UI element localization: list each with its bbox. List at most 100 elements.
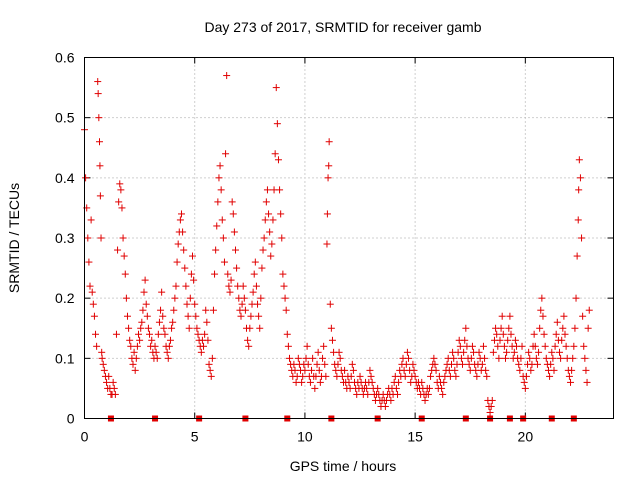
- data-point: [212, 246, 220, 254]
- data-point: [494, 342, 502, 350]
- data-point: [374, 384, 382, 392]
- data-point: [237, 312, 245, 320]
- data-point: [109, 378, 117, 386]
- data-point: [241, 306, 249, 314]
- data-point: [496, 336, 504, 344]
- data-point: [255, 312, 263, 320]
- data-point: [580, 342, 588, 350]
- data-point: [158, 288, 166, 296]
- data-point: [95, 138, 103, 146]
- data-point: [249, 288, 257, 296]
- data-point: [467, 354, 475, 362]
- data-point: [522, 372, 530, 380]
- data-point: [323, 210, 331, 218]
- data-point: [222, 150, 230, 158]
- data-point: [170, 306, 178, 314]
- y-tick-label: 0.6: [55, 50, 75, 66]
- data-point: [225, 282, 233, 290]
- data-point: [231, 246, 239, 254]
- data-point: [123, 312, 131, 320]
- data-point: [233, 264, 241, 272]
- data-point: [163, 348, 171, 356]
- data-point: [119, 234, 127, 242]
- data-point: [571, 324, 579, 332]
- data-point: [473, 372, 481, 380]
- data-point: [263, 186, 271, 194]
- data-point: [546, 372, 554, 380]
- data-point: [493, 330, 501, 338]
- data-point: [177, 210, 185, 218]
- data-point: [558, 336, 566, 344]
- data-point: [325, 162, 333, 170]
- data-point: [381, 402, 389, 410]
- data-point: [203, 318, 211, 326]
- chart-title: Day 273 of 2017, SRMTID for receiver gam…: [204, 19, 481, 35]
- y-tick-label: 0.4: [55, 170, 75, 186]
- data-point: [279, 270, 287, 278]
- data-point: [260, 234, 268, 242]
- data-point: [500, 342, 508, 350]
- data-point: [230, 228, 238, 236]
- data-point: [273, 120, 281, 128]
- data-point: [238, 300, 246, 308]
- data-point: [475, 348, 483, 356]
- data-point: [574, 216, 582, 224]
- data-point: [335, 348, 343, 356]
- data-point: [560, 312, 568, 320]
- data-point: [483, 372, 491, 380]
- data-point: [133, 342, 141, 350]
- data-point: [576, 174, 584, 182]
- data-point: [151, 342, 159, 350]
- x-tick-label: 0: [81, 429, 89, 445]
- data-point: [315, 366, 323, 374]
- data-point: [256, 324, 264, 332]
- data-point: [573, 252, 581, 260]
- data-point: [575, 186, 583, 194]
- data-point: [90, 312, 98, 320]
- data-point: [129, 360, 137, 368]
- data-point: [532, 354, 540, 362]
- data-point: [479, 342, 487, 350]
- data-point: [562, 342, 570, 350]
- data-point: [547, 360, 555, 368]
- data-point: [224, 270, 232, 278]
- data-point: [497, 324, 505, 332]
- y-tick-label: 0.2: [55, 290, 75, 306]
- data-point: [311, 384, 319, 392]
- data-point: [148, 336, 156, 344]
- data-point: [97, 234, 105, 242]
- data-point: [111, 390, 119, 398]
- data-point: [427, 372, 435, 380]
- data-point: [205, 360, 213, 368]
- data-point: [314, 348, 322, 356]
- data-point: [506, 312, 514, 320]
- data-point: [179, 228, 187, 236]
- data-point: [172, 282, 180, 290]
- data-point: [277, 210, 285, 218]
- data-point: [126, 336, 134, 344]
- data-point: [570, 342, 578, 350]
- data-point: [121, 270, 129, 278]
- data-point: [209, 306, 217, 314]
- data-point: [533, 360, 541, 368]
- data-point: [451, 366, 459, 374]
- data-point: [421, 396, 429, 404]
- data-point: [215, 174, 223, 182]
- data-point: [409, 360, 417, 368]
- data-point: [548, 348, 556, 356]
- data-point: [313, 360, 321, 368]
- data-point: [552, 330, 560, 338]
- data-point: [135, 330, 143, 338]
- data-point: [143, 312, 151, 320]
- data-point: [157, 306, 165, 314]
- data-point: [501, 354, 509, 362]
- data-point: [511, 336, 519, 344]
- data-point: [250, 270, 258, 278]
- data-point: [401, 372, 409, 380]
- x-tick-label: 10: [297, 429, 313, 445]
- data-point: [539, 312, 547, 320]
- data-point: [584, 324, 592, 332]
- data-point: [269, 216, 277, 224]
- data-point: [535, 348, 543, 356]
- data-point: [457, 354, 465, 362]
